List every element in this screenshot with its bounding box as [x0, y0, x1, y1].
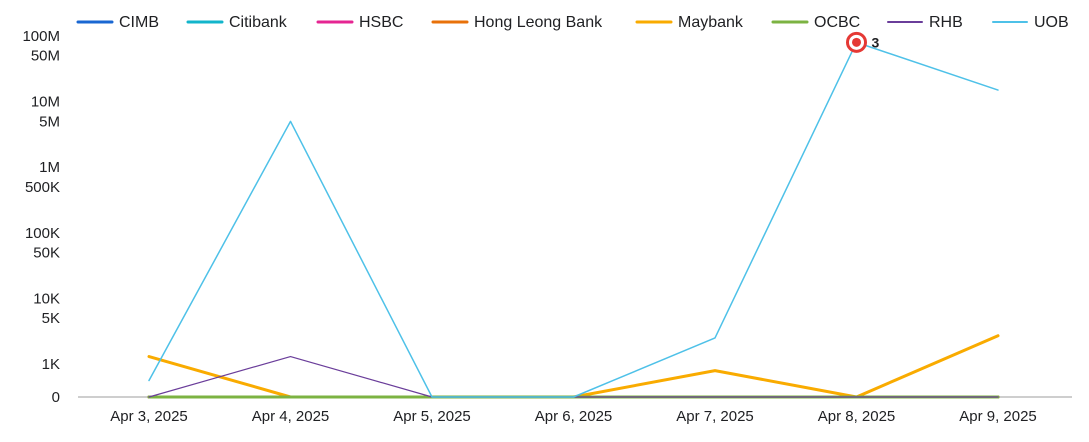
x-tick-label-apr-8-2025: Apr 8, 2025 — [818, 408, 896, 425]
legend-label-ocbc: OCBC — [814, 14, 860, 31]
legend-label-hsbc: HSBC — [359, 14, 403, 31]
y-tick-label-5k: 5K — [42, 310, 60, 327]
y-tick-label-5m: 5M — [39, 113, 60, 130]
y-tick-label-50m: 50M — [31, 48, 60, 65]
annotation-layer: 3 — [846, 31, 880, 53]
legend-label-uob: UOB — [1034, 14, 1069, 31]
x-tick-label-apr-7-2025: Apr 7, 2025 — [676, 408, 754, 425]
legend: CIMB Citibank HSBC Hong Leong Bank Maybank OC… — [76, 14, 1069, 31]
series-line-maybank — [147, 334, 1000, 399]
y-tick-label-10m: 10M — [31, 94, 60, 111]
annotation-label-uob: 3 — [872, 34, 880, 50]
series-line-uob — [148, 41, 999, 398]
annotation-marker-core-uob — [852, 37, 861, 47]
axes: 100M 50M 10M 5M 1M 500K 100K 50K 10K 5K 1K 0 Apr 3, … — [22, 28, 1072, 425]
y-tick-label-100k: 100K — [25, 225, 60, 242]
y-tick-label-500k: 500K — [25, 179, 60, 196]
legend-label-citibank: Citibank — [229, 14, 288, 31]
y-tick-label-50k: 50K — [33, 245, 60, 262]
y-tick-label-0: 0 — [52, 389, 60, 406]
x-tick-label-apr-6-2025: Apr 6, 2025 — [535, 408, 613, 425]
y-tick-label-10k: 10K — [33, 290, 60, 307]
legend-label-rhb: RHB — [929, 14, 963, 31]
series-layer — [147, 41, 1000, 399]
x-tick-label-apr-5-2025: Apr 5, 2025 — [393, 408, 471, 425]
legend-label-maybank: Maybank — [678, 14, 744, 31]
y-tick-label-100m: 100M — [22, 28, 60, 45]
x-tick-label-apr-3-2025: Apr 3, 2025 — [110, 408, 188, 425]
legend-label-hong-leong-bank: Hong Leong Bank — [474, 14, 603, 31]
y-tick-label-1k: 1K — [42, 356, 60, 373]
y-tick-label-1m: 1M — [39, 159, 60, 176]
x-tick-label-apr-9-2025: Apr 9, 2025 — [959, 408, 1037, 425]
x-tick-label-apr-4-2025: Apr 4, 2025 — [252, 408, 330, 425]
legend-label-cimb: CIMB — [119, 14, 159, 31]
